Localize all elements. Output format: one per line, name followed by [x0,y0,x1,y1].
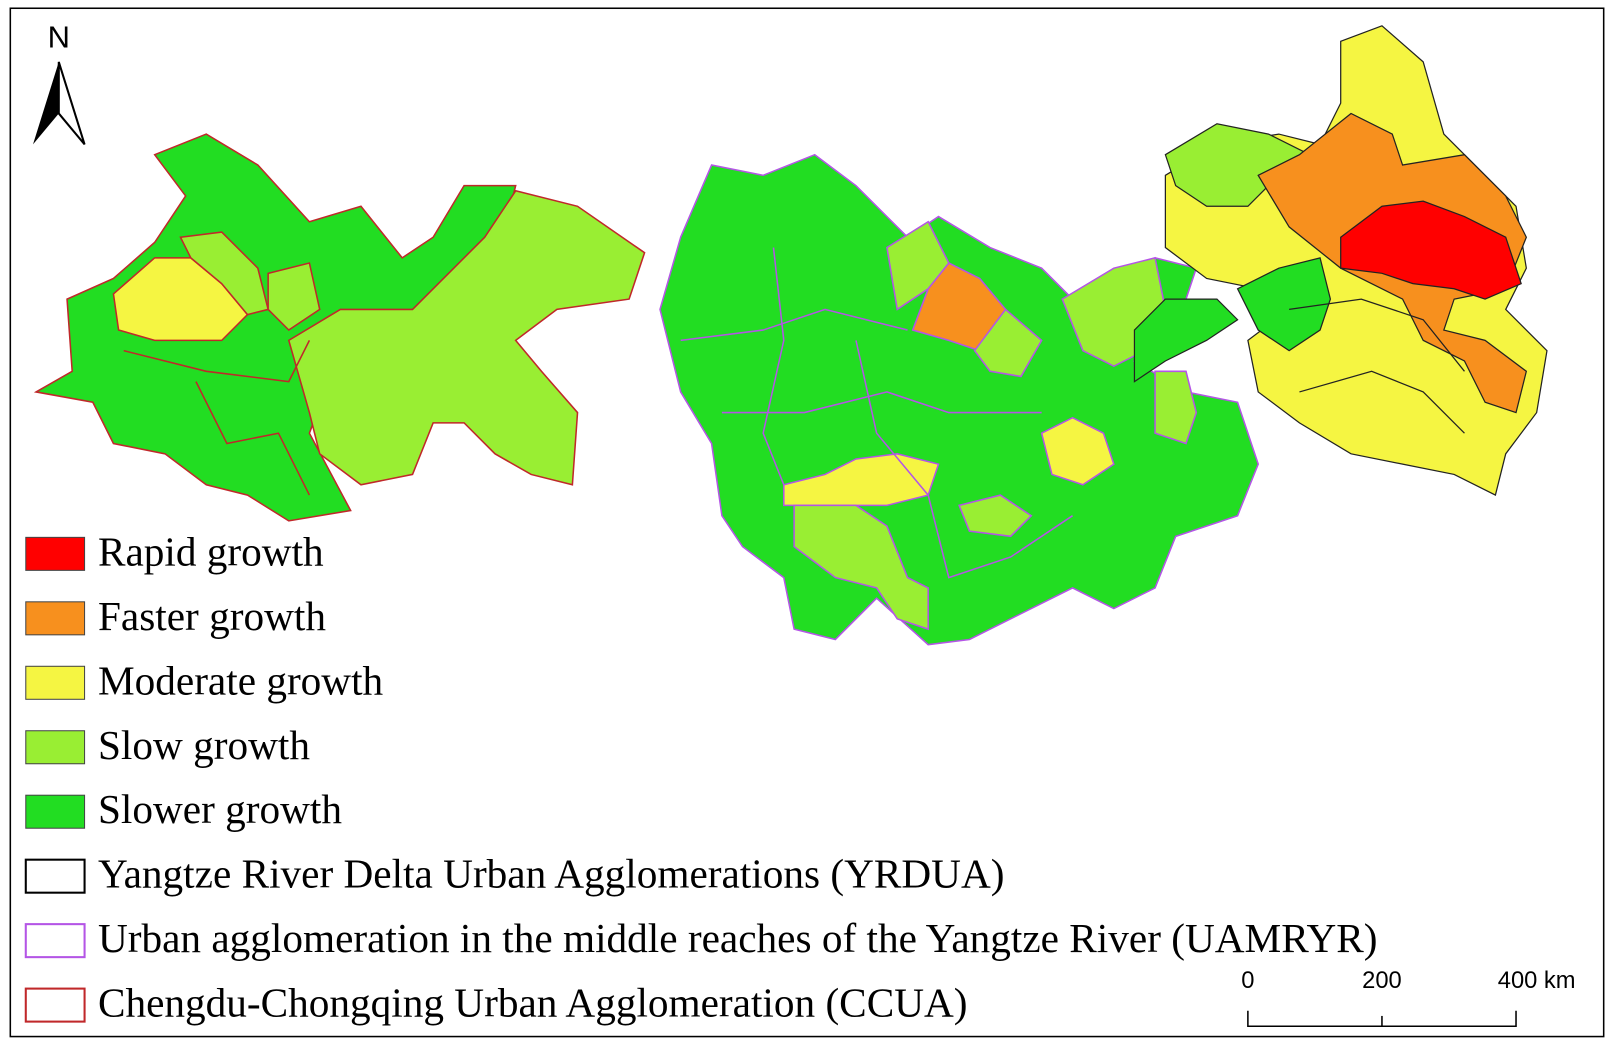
boundary [762,247,785,486]
legend-label: Slow growth [98,722,310,768]
region [33,133,517,522]
scale-bar: 0 200 400 km [1241,968,1576,1028]
arrow-left [33,61,59,145]
legend-swatch [25,601,86,636]
legend-swatch [24,923,86,959]
region [973,308,1043,378]
north-label: N [48,19,70,54]
region [179,231,270,316]
region [793,504,929,631]
legend-label: Faster growth [98,593,326,639]
boundary [123,340,311,383]
boundary [855,340,1073,579]
scale-label: 0 [1241,968,1254,994]
region [1154,370,1198,445]
yrdua-regions [1133,25,1548,496]
legend-swatch [24,987,86,1023]
region [1340,200,1522,300]
region [1040,416,1115,486]
scale-label: 400 km [1498,968,1576,994]
legend: Rapid growth Faster growth Moderate growth… [24,528,1378,1027]
legend-swatch [25,665,86,700]
arrow-right [57,61,86,146]
region [1236,257,1332,352]
legend-label: Slower growth [98,786,342,832]
legend-swatch [25,794,86,829]
scale-label: 200 [1362,968,1402,994]
legend-label: Rapid growth [98,528,324,574]
ccua-regions [33,133,646,522]
legend-swatch [25,536,86,571]
region [287,189,646,486]
region [958,494,1033,538]
boundary [195,381,311,496]
region [267,262,321,332]
legend-swatch [25,730,86,765]
legend-swatch [24,858,86,894]
legend-label: Yangtze River Delta Urban Agglomerations… [98,851,1005,898]
boundary [1289,298,1465,372]
legend-label: Chengdu-Chongqing Urban Agglomeration (C… [98,980,968,1027]
region [886,220,950,311]
boundary [721,391,1042,414]
legend-label: Urban agglomeration in the middle reache… [98,915,1378,962]
region [1133,298,1239,383]
legend-label: Moderate growth [98,657,384,703]
north-arrow: N [33,19,86,146]
boundary [1299,370,1465,434]
boundary [680,308,908,342]
